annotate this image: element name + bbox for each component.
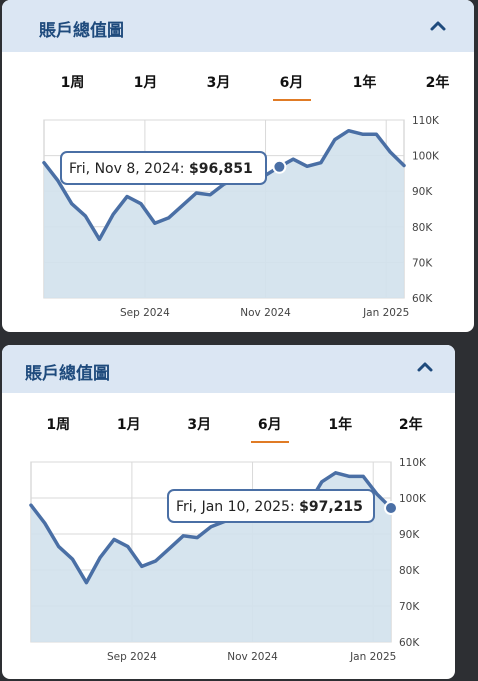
tooltip-text: Fri, Nov 8, 2024: $96,851: [69, 161, 253, 177]
y-tick-label: 90K: [399, 529, 420, 541]
tooltip-box: [167, 489, 375, 523]
x-tick-label: Jan 2025: [349, 651, 396, 663]
tab-6m[interactable]: 6月: [255, 72, 328, 92]
tab-1y[interactable]: 1年: [328, 417, 353, 433]
y-tick-label: 80K: [399, 565, 420, 577]
panel-header[interactable]: 賬戶總值圖: [2, 0, 474, 52]
y-tick-label: 90K: [412, 186, 433, 198]
tab-1m[interactable]: 1月: [116, 417, 141, 433]
tooltip-box: [60, 151, 267, 185]
tab-1w[interactable]: 1周: [46, 417, 71, 433]
x-tick-label: Jan 2025: [362, 307, 409, 319]
series-area: [44, 130, 404, 298]
panel-header[interactable]: 賬戶總值圖: [2, 345, 455, 393]
x-tick-label: Sep 2024: [107, 651, 157, 663]
tab-3m[interactable]: 3月: [206, 75, 231, 91]
y-tick-label: 60K: [412, 293, 433, 305]
tab-1w[interactable]: 1周: [60, 75, 85, 91]
y-tick-label: 70K: [399, 601, 420, 613]
hover-point: [384, 501, 398, 516]
tab-2y[interactable]: 2年: [425, 75, 450, 91]
range-tabs: 1周 1月 3月 6月 1年 2年: [2, 414, 446, 434]
y-tick-label: 100K: [412, 151, 440, 163]
tab-3m[interactable]: 3月: [187, 417, 212, 433]
y-tick-label: 110K: [412, 115, 440, 127]
tooltip-value: $96,851: [189, 161, 253, 177]
tab-1y[interactable]: 1年: [352, 75, 377, 91]
panel-title: 賬戶總值圖: [39, 21, 124, 41]
series-line: [29, 471, 393, 585]
chevron-up-icon[interactable]: [415, 357, 435, 377]
x-tick-label: Sep 2024: [120, 307, 170, 319]
tooltip: Fri, Jan 10, 2025: $97,215: [167, 489, 375, 523]
tab-6m[interactable]: 6月: [235, 414, 306, 434]
x-tick-label: Nov 2024: [240, 307, 291, 319]
tab-1m[interactable]: 1月: [133, 75, 158, 91]
range-tabs: 1周 1月 3月 6月 1年 2年: [2, 72, 474, 92]
tab-2y[interactable]: 2年: [398, 417, 423, 433]
chevron-up-icon[interactable]: [428, 16, 448, 36]
hover-point: [272, 159, 287, 174]
tooltip: Fri, Nov 8, 2024: $96,851: [60, 151, 267, 185]
tooltip-date: Fri, Nov 8, 2024:: [69, 161, 189, 177]
account-value-chart[interactable]: 110K 100K 90K 80K 70K 60K Sep 2024 Nov 2024 Jan …: [2, 345, 455, 679]
y-tick-label: 80K: [412, 222, 433, 234]
y-tick-label: 70K: [412, 257, 433, 269]
account-value-panel-2: 賬戶總值圖 1周 1月 3月 6月 1年 2年 110K 100K 90K 80K 70…: [2, 345, 455, 679]
tooltip-text: Fri, Jan 10, 2025: $97,215: [176, 499, 363, 515]
panel-title: 賬戶總值圖: [25, 364, 110, 384]
tooltip-value: $97,215: [299, 499, 363, 515]
y-tick-label: 110K: [399, 457, 427, 469]
y-tick-label: 100K: [399, 493, 427, 505]
y-tick-label: 60K: [399, 637, 420, 649]
account-value-panel-1: 賬戶總值圖 1周 1月 3月 6月 1年 2年 110K 100K 90K 80K 70…: [2, 0, 474, 332]
account-value-chart[interactable]: 110K 100K 90K 80K 70K 60K Sep 2024 Nov 2024 Jan …: [2, 0, 474, 332]
tooltip-date: Fri, Jan 10, 2025:: [176, 499, 299, 515]
x-tick-label: Nov 2024: [227, 651, 278, 663]
